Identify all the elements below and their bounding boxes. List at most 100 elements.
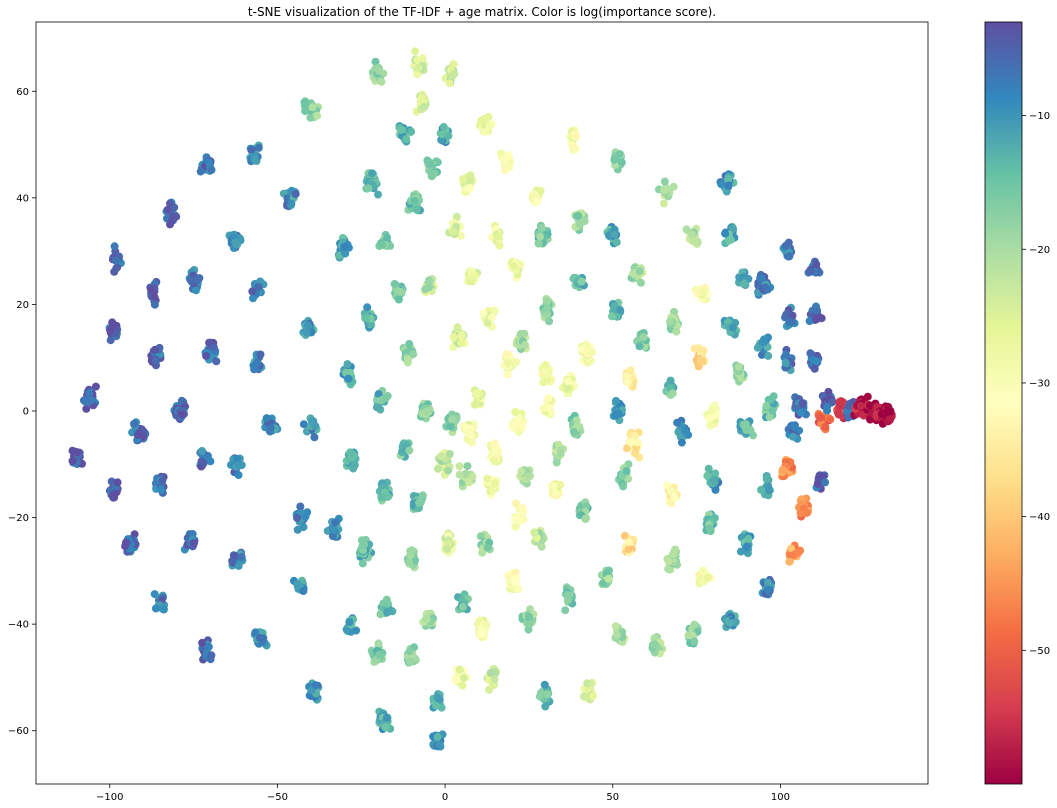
scatter-cluster: [442, 410, 461, 437]
scatter-point: [247, 145, 256, 154]
scatter-point: [477, 629, 486, 638]
scatter-cluster: [500, 350, 521, 379]
scatter-point: [158, 604, 167, 613]
scatter-point: [455, 665, 464, 674]
scatter-cluster: [791, 393, 810, 419]
scatter-point: [704, 464, 713, 473]
scatter-point: [291, 190, 300, 198]
scatter-cluster: [429, 730, 447, 751]
scatter-cluster: [375, 478, 393, 505]
scatter-point: [690, 637, 699, 646]
scatter-point: [230, 551, 239, 560]
scatter-point: [299, 523, 308, 532]
scatter-cluster: [412, 90, 430, 116]
scatter-point: [419, 102, 428, 111]
scatter-cluster: [684, 620, 702, 648]
scatter-point: [464, 478, 473, 487]
scatter-cluster: [279, 186, 300, 211]
scatter-point: [677, 438, 686, 447]
scatter-point: [490, 675, 499, 684]
scatter-point: [384, 492, 393, 501]
scatter-point: [467, 272, 476, 281]
scatter-point: [490, 680, 499, 689]
scatter-cluster: [68, 446, 86, 468]
scatter-point: [308, 417, 317, 426]
scatter-point: [207, 651, 216, 660]
scatter-point: [622, 467, 631, 476]
scatter-point: [513, 515, 522, 524]
scatter-point: [821, 422, 830, 431]
scatter-point: [561, 606, 570, 615]
scatter-point: [806, 349, 815, 358]
scatter-point: [660, 186, 669, 195]
scatter-point: [660, 177, 669, 186]
scatter-point: [405, 340, 414, 348]
scatter-point: [699, 346, 708, 355]
scatter-point: [91, 382, 100, 391]
scatter-cluster: [496, 149, 514, 175]
scatter-point: [403, 358, 412, 367]
scatter-point: [409, 350, 418, 359]
scatter-point: [151, 604, 160, 613]
scatter-point: [375, 66, 383, 75]
scatter-point: [537, 542, 546, 551]
scatter-point: [636, 278, 645, 287]
scatter-point: [530, 528, 539, 537]
scatter-cluster: [608, 298, 625, 321]
scatter-point: [358, 559, 367, 568]
scatter-point: [341, 249, 350, 258]
y-tick-label: −40: [8, 620, 29, 631]
scatter-cluster: [249, 350, 266, 374]
scatter-cluster: [780, 345, 796, 375]
scatter-cluster: [419, 609, 437, 630]
scatter-point: [617, 158, 626, 167]
y-tick-label: 0: [23, 406, 29, 417]
scatter-point: [564, 377, 573, 386]
x-tick-label: 100: [771, 792, 790, 803]
scatter-point: [410, 196, 419, 205]
y-tick-label: 40: [16, 193, 29, 204]
scatter-cluster: [758, 575, 776, 599]
scatter-point: [563, 591, 572, 600]
scatter-cluster: [548, 479, 565, 500]
scatter-point: [844, 402, 853, 411]
scatter-point: [539, 404, 548, 413]
scatter-point: [313, 111, 322, 120]
scatter-point: [706, 421, 715, 430]
scatter-point: [371, 57, 380, 66]
scatter-point: [486, 669, 495, 677]
scatter-point: [866, 415, 875, 424]
scatter-cluster: [105, 318, 122, 345]
scatter-point: [828, 398, 837, 407]
scatter-point: [308, 103, 317, 112]
scatter-point: [682, 225, 691, 234]
scatter-point: [812, 357, 821, 366]
scatter-point: [328, 532, 337, 541]
scatter-point: [381, 723, 390, 732]
scatter-cluster: [530, 526, 548, 551]
scatter-point: [449, 69, 458, 78]
scatter-cluster: [566, 126, 581, 154]
scatter-point: [672, 327, 681, 336]
scatter-cluster: [716, 170, 738, 196]
scatter-point: [453, 323, 462, 332]
scatter-point: [343, 360, 352, 369]
scatter-point: [805, 317, 814, 326]
scatter-point: [742, 426, 751, 434]
scatter-point: [612, 396, 620, 405]
scatter-point: [476, 532, 485, 541]
scatter-point: [390, 280, 399, 288]
scatter-cluster: [569, 273, 588, 292]
scatter-point: [758, 338, 767, 347]
scatter-cluster: [376, 595, 397, 619]
scatter-point: [705, 524, 714, 533]
scatter-point: [418, 54, 427, 63]
scatter-cluster: [695, 566, 715, 588]
scatter-point: [626, 366, 635, 375]
scatter-point: [533, 197, 542, 206]
scatter-point: [785, 318, 794, 327]
colorbar-ticks: −10 −20 −30 −40 −50: [1022, 111, 1050, 657]
scatter-cluster: [108, 242, 125, 276]
scatter-cluster: [228, 548, 247, 570]
scatter-cluster: [455, 462, 477, 491]
